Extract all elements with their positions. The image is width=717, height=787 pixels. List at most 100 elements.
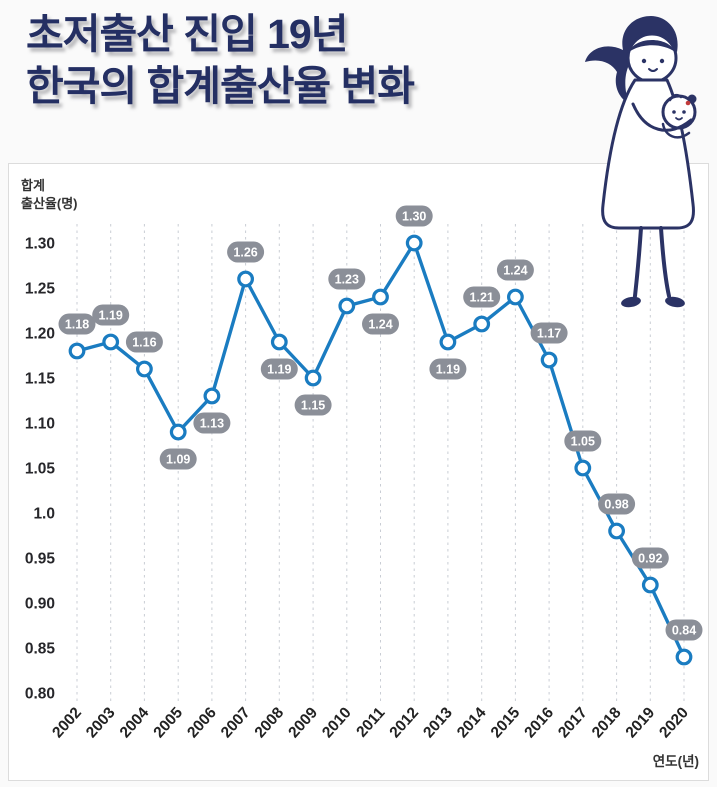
mother-arm [631, 102, 693, 132]
x-tick-label: 2008 [252, 704, 288, 741]
value-badge [294, 394, 332, 416]
y-tick-label: 0.80 [25, 686, 55, 703]
x-tick-label: 2009 [285, 704, 321, 741]
value-badge-label: 1.09 [166, 453, 190, 467]
value-badge-label: 1.16 [132, 336, 156, 350]
data-point-marker [102, 333, 120, 351]
x-tick-label: 2003 [83, 704, 119, 741]
baby-eye [672, 110, 676, 114]
data-point-marker [135, 360, 153, 378]
mother-eye [659, 58, 665, 64]
data-point-marker [675, 648, 693, 666]
x-tick-label: 2005 [150, 704, 186, 741]
data-point-marker [405, 234, 423, 252]
value-badge [58, 313, 96, 335]
value-badge-label: 1.23 [335, 273, 359, 287]
baby-hair [668, 93, 683, 102]
data-point-marker [507, 288, 524, 306]
value-badge [159, 448, 197, 470]
value-badge-label: 1.24 [503, 264, 527, 278]
value-badge [362, 313, 399, 335]
data-point-marker [608, 522, 625, 540]
data-point-marker [439, 333, 457, 351]
svg-text:2012: 2012 [386, 704, 422, 741]
page-title: 초저출산 진입 19년 한국의 합계출산율 변화 [26, 8, 415, 113]
x-tick-label: 2013 [420, 704, 456, 741]
data-point-marker [237, 270, 255, 288]
mother-bangs [629, 40, 675, 52]
value-badge [429, 358, 467, 380]
svg-text:2018: 2018 [589, 704, 625, 741]
svg-text:2011: 2011 [353, 704, 388, 741]
value-badge [328, 268, 366, 290]
data-point-marker [641, 576, 659, 594]
baby-eye [682, 110, 686, 114]
data-point-marker [540, 351, 558, 369]
y-tick-label: 1.15 [25, 371, 56, 388]
value-badge-label: 1.13 [200, 417, 224, 431]
mother-smile [648, 68, 658, 72]
svg-text:2005: 2005 [150, 704, 186, 741]
value-badge [395, 205, 433, 227]
value-badge-label: 1.18 [65, 318, 89, 332]
x-tick-label: 2017 [555, 704, 591, 741]
y-tick-label: 1.20 [25, 326, 55, 343]
x-tick-label: 2015 [488, 704, 524, 741]
x-tick-label: 2007 [218, 704, 254, 741]
mother-shoe [621, 296, 641, 308]
data-point-marker [203, 387, 221, 405]
value-badge-label: 1.19 [99, 309, 123, 323]
title-line-2: 한국의 합계출산율 변화 [26, 63, 415, 110]
x-tick-label: 2018 [589, 704, 625, 741]
value-badge [92, 304, 130, 326]
value-badge-label: 0.98 [604, 498, 628, 512]
svg-text:2010: 2010 [319, 704, 355, 741]
baby-body [661, 122, 691, 139]
svg-text:2016: 2016 [521, 704, 557, 741]
value-badge-label: 0.84 [672, 624, 696, 638]
value-badge [227, 241, 265, 263]
value-badge [193, 412, 231, 434]
data-point-marker [270, 333, 288, 351]
value-badge-label: 1.21 [470, 291, 494, 305]
data-point-marker [473, 315, 491, 333]
baby-smile [675, 117, 683, 121]
y-tick-label: 0.95 [25, 551, 56, 568]
y-tick-label: 1.30 [25, 236, 55, 253]
value-badge-label: 0.92 [638, 552, 662, 566]
y-tick-label: 1.25 [25, 281, 56, 298]
x-tick-label: 2014 [454, 704, 490, 741]
value-badge [665, 619, 703, 641]
y-tick-label: 0.85 [25, 641, 56, 658]
x-tick-label: 2012 [386, 704, 422, 741]
value-badge-label: 1.05 [571, 435, 595, 449]
x-tick-label: 2016 [521, 704, 557, 741]
svg-text:2020: 2020 [656, 704, 692, 741]
svg-text:2008: 2008 [252, 704, 288, 741]
svg-text:2004: 2004 [117, 704, 153, 741]
data-point-marker [169, 423, 187, 441]
mother-leg [633, 226, 643, 298]
value-badge [631, 547, 669, 569]
data-point-marker [68, 342, 86, 360]
value-badge-label: 1.26 [233, 246, 257, 260]
value-badge-label: 1.19 [267, 363, 291, 377]
baby-hair-tie [685, 100, 691, 106]
y-tick-label: 1.0 [33, 506, 55, 523]
chart-svg: 합계출산율(명) 1.30 1.25 1.20 1.15 1.10 1.05 1.0 0.95 0… [21, 178, 703, 769]
data-point-marker [304, 369, 322, 387]
svg-text:2006: 2006 [184, 704, 220, 741]
value-badge [496, 259, 534, 281]
baby-pigtail [687, 94, 697, 104]
svg-text:2017: 2017 [555, 704, 591, 741]
y-tick-label: 1.05 [25, 461, 56, 478]
value-badge [463, 286, 501, 308]
x-tick-label: 2011 [353, 704, 388, 741]
y-axis-title: 출산율(명) [21, 196, 78, 211]
svg-text:2019: 2019 [623, 704, 659, 741]
svg-text:2007: 2007 [218, 704, 254, 741]
value-badge [260, 358, 298, 380]
value-badge [598, 493, 636, 515]
value-badge [530, 322, 568, 344]
y-tick-label: 0.90 [25, 596, 55, 613]
